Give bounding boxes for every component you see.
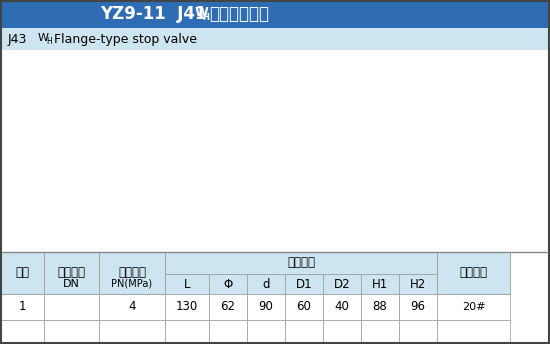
Bar	[99, 252, 165, 294]
Bar	[437, 274, 510, 294]
Bar	[247, 274, 285, 294]
Text: YZ9-11  J41: YZ9-11 J41	[100, 5, 206, 23]
Bar	[209, 274, 247, 294]
Text: H: H	[46, 37, 52, 46]
Text: 88: 88	[373, 301, 387, 313]
Bar	[165, 274, 209, 294]
Text: 96: 96	[410, 301, 426, 313]
Bar	[44, 294, 99, 320]
Bar	[99, 320, 165, 344]
Text: 序号: 序号	[15, 267, 29, 279]
Bar	[165, 320, 209, 344]
Bar	[0, 274, 44, 294]
Text: 型法兰截止阀: 型法兰截止阀	[209, 5, 269, 23]
Text: D1: D1	[296, 278, 312, 290]
Bar	[247, 294, 285, 320]
Text: 40: 40	[334, 301, 349, 313]
Bar	[323, 252, 361, 274]
Bar	[44, 252, 99, 294]
Text: W: W	[195, 7, 209, 20]
Bar	[437, 252, 510, 294]
Bar	[44, 320, 99, 344]
Bar	[165, 252, 209, 274]
Bar	[44, 252, 99, 274]
Bar	[285, 252, 323, 274]
Text: H2: H2	[410, 278, 426, 290]
Bar	[437, 320, 510, 344]
Text: J43: J43	[8, 32, 31, 45]
Bar	[285, 294, 323, 320]
Bar	[361, 274, 399, 294]
Text: L: L	[184, 278, 190, 290]
Bar	[165, 294, 209, 320]
Bar	[99, 274, 165, 294]
Text: 20#: 20#	[462, 302, 485, 312]
Bar	[0, 0, 550, 28]
Bar	[247, 252, 285, 274]
Bar	[361, 252, 399, 274]
Bar	[399, 274, 437, 294]
Text: 制造材料: 制造材料	[459, 267, 487, 279]
Bar	[247, 320, 285, 344]
Text: 90: 90	[258, 301, 273, 313]
Bar	[399, 320, 437, 344]
Bar	[0, 252, 44, 274]
Text: 1: 1	[18, 301, 26, 313]
Bar	[0, 28, 550, 50]
Bar	[399, 294, 437, 320]
Text: 60: 60	[296, 301, 311, 313]
Text: DN: DN	[63, 279, 80, 289]
Text: 62: 62	[221, 301, 235, 313]
Bar	[99, 294, 165, 320]
Bar	[361, 320, 399, 344]
Bar	[323, 320, 361, 344]
Bar	[285, 320, 323, 344]
Text: H: H	[202, 13, 209, 22]
Text: 4: 4	[128, 301, 136, 313]
Bar	[165, 252, 437, 274]
Bar	[0, 252, 44, 294]
Bar	[361, 294, 399, 320]
Bar	[0, 50, 550, 252]
Text: 130: 130	[176, 301, 198, 313]
Text: Flange-type stop valve: Flange-type stop valve	[54, 32, 197, 45]
Bar	[323, 294, 361, 320]
Bar	[285, 274, 323, 294]
Bar	[437, 294, 510, 320]
Text: Φ: Φ	[223, 278, 233, 290]
Bar	[99, 252, 165, 274]
Text: PN(MPa): PN(MPa)	[112, 279, 152, 289]
Bar	[209, 294, 247, 320]
Bar	[437, 252, 510, 274]
Text: H1: H1	[372, 278, 388, 290]
Text: W: W	[38, 33, 49, 43]
Bar	[399, 252, 437, 274]
Bar	[209, 320, 247, 344]
Text: 公称通径: 公称通径	[58, 267, 85, 279]
Text: d: d	[262, 278, 270, 290]
Bar	[44, 274, 99, 294]
Text: 公称压力: 公称压力	[118, 267, 146, 279]
Text: D2: D2	[334, 278, 350, 290]
Bar	[209, 252, 247, 274]
Bar	[323, 274, 361, 294]
Bar	[0, 320, 44, 344]
Bar	[0, 294, 44, 320]
Text: 外形尺寸: 外形尺寸	[287, 257, 315, 269]
